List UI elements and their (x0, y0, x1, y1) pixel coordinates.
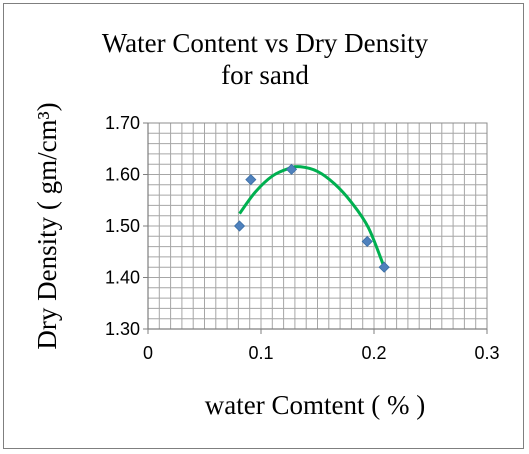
data-point (378, 261, 390, 273)
y-tick-label: 1.30 (105, 319, 140, 339)
x-tick-label: 0 (143, 343, 153, 363)
y-axis-title: Dry Density ( gm/cm³) (32, 102, 62, 349)
y-tick-labels: 1.30 1.40 1.50 1.60 1.70 (105, 113, 140, 339)
chart-title-line1: Water Content vs Dry Density (102, 28, 429, 58)
y-tick-label: 1.60 (105, 165, 140, 185)
data-point (361, 235, 373, 248)
trendline-curve (238, 165, 386, 268)
chart-title-line2: for sand (221, 60, 309, 90)
x-tick-labels: 0 0.1 0.2 0.3 (143, 343, 500, 363)
data-point (285, 163, 298, 175)
axes (143, 122, 488, 334)
y-tick-label: 1.40 (105, 268, 140, 288)
y-tick-label: 1.70 (105, 113, 140, 133)
data-point (233, 220, 246, 232)
x-tick-label: 0.1 (248, 343, 273, 363)
data-points (233, 163, 390, 273)
x-axis-title: water Comtent ( % ) (205, 390, 425, 420)
x-tick-label: 0.3 (474, 343, 499, 363)
trendline-layer (238, 165, 386, 268)
y-tick-label: 1.50 (105, 216, 140, 236)
gridlines (147, 122, 488, 330)
data-point (245, 174, 257, 186)
x-tick-label: 0.2 (361, 343, 386, 363)
